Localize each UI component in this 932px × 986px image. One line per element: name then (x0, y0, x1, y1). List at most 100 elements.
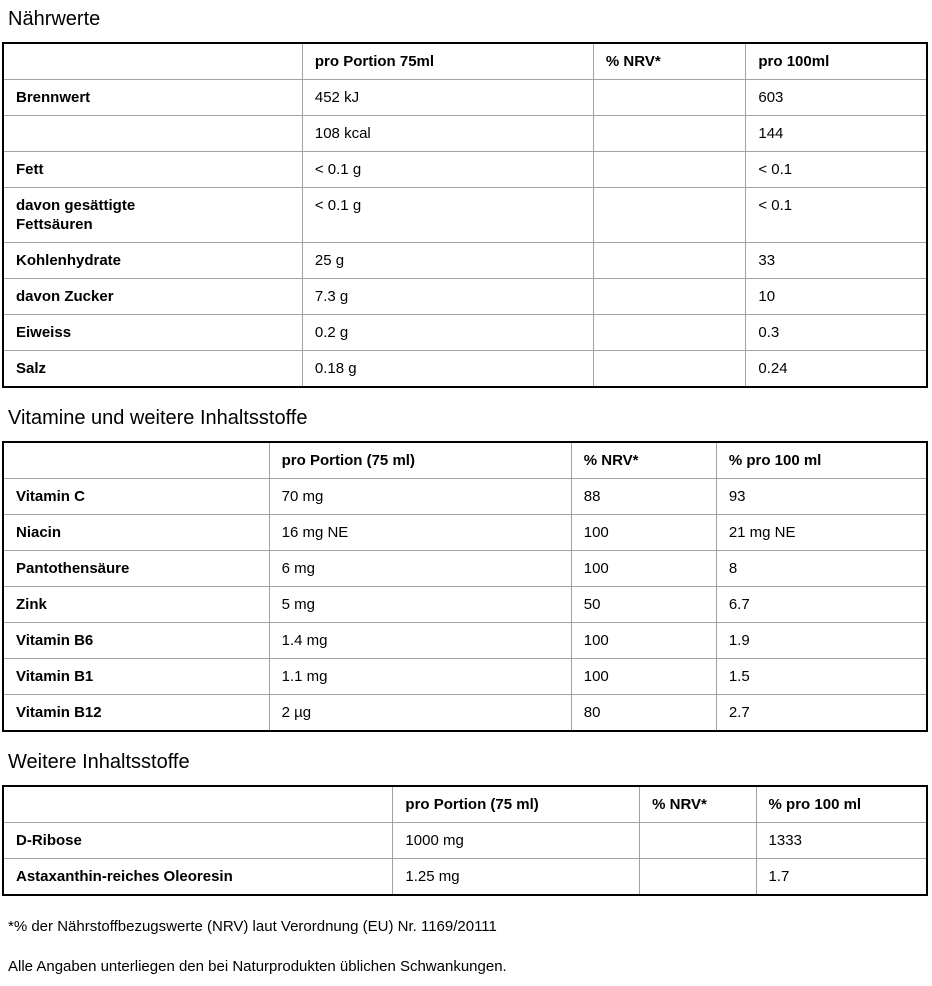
table-row: Kohlenhydrate 25 g 33 (2, 242, 928, 279)
column-header: pro Portion 75ml (301, 42, 594, 80)
section-title: Nährwerte (8, 8, 101, 30)
nutrient-label-cell: Vitamin B12 (2, 694, 270, 732)
table-row: 108 kcal 144 (2, 115, 928, 152)
column-header (2, 42, 303, 80)
value-cell: 16 mg NE (268, 514, 572, 551)
nutrient-label-cell: D-Ribose (2, 822, 394, 859)
nutrition-table: pro Portion (75 ml)% NRV*% pro 100 ml D-R… (2, 785, 928, 896)
column-header: pro Portion (75 ml) (392, 785, 641, 823)
nutrient-label-cell: Salz (2, 350, 303, 388)
value-cell (592, 278, 747, 315)
value-cell: 2 µg (268, 694, 572, 732)
table-row: Pantothensäure 6 mg 100 8 (2, 550, 928, 587)
value-cell (592, 314, 747, 351)
column-header: % pro 100 ml (755, 785, 928, 823)
value-cell: 1.5 (715, 658, 928, 695)
value-cell: 33 (745, 242, 928, 279)
table-row: Zink 5 mg 50 6.7 (2, 586, 928, 623)
nutrient-label-cell: Vitamin B1 (2, 658, 270, 695)
table-row: Vitamin B1 1.1 mg 100 1.5 (2, 658, 928, 695)
value-cell: 144 (745, 115, 928, 152)
value-cell (592, 350, 747, 388)
column-header: % pro 100 ml (715, 441, 928, 479)
value-cell: 100 (570, 622, 717, 659)
table-row: Niacin 16 mg NE 100 21 mg NE (2, 514, 928, 551)
value-cell: 1.9 (715, 622, 928, 659)
nutrient-label-cell (2, 115, 303, 152)
nutrient-label-cell: Brennwert (2, 79, 303, 116)
value-cell: 0.24 (745, 350, 928, 388)
nutrition-sections: Nährwerte pro Portion 75ml% NRV* pro 100ml… (2, 8, 930, 896)
table-row: davon gesättigte Fettsäuren < 0.1 g < 0.1 (2, 187, 928, 243)
column-header: % NRV* (639, 785, 757, 823)
value-cell: 2.7 (715, 694, 928, 732)
value-cell: 50 (570, 586, 717, 623)
nutrient-label-cell: Fett (2, 151, 303, 188)
value-cell: 93 (715, 478, 928, 515)
header-row: pro Portion (75 ml)% NRV*% pro 100 ml (2, 441, 928, 479)
value-cell: 452 kJ (301, 79, 594, 116)
nutrient-label-cell: davon Zucker (2, 278, 303, 315)
value-cell: 6 mg (268, 550, 572, 587)
value-cell: 1.7 (755, 858, 928, 896)
value-cell (592, 79, 747, 116)
nutrient-label-cell: davon gesättigte Fettsäuren (2, 187, 303, 243)
value-cell (592, 115, 747, 152)
column-header: pro 100ml (745, 42, 928, 80)
column-header: % NRV* (570, 441, 717, 479)
value-cell (639, 822, 757, 859)
nutrient-label-cell: Vitamin B6 (2, 622, 270, 659)
nutrient-label-cell: Zink (2, 586, 270, 623)
column-header (2, 785, 394, 823)
value-cell: 7.3 g (301, 278, 594, 315)
table-row: Vitamin B12 2 µg 80 2.7 (2, 694, 928, 732)
table-row: Vitamin C 70 mg 88 93 (2, 478, 928, 515)
column-header: % NRV* (592, 42, 747, 80)
nutrition-table: pro Portion (75 ml)% NRV*% pro 100 ml Vit… (2, 441, 928, 732)
value-cell: 0.18 g (301, 350, 594, 388)
value-cell: 10 (745, 278, 928, 315)
value-cell: < 0.1 (745, 187, 928, 243)
value-cell: 6.7 (715, 586, 928, 623)
table-row: Brennwert 452 kJ 603 (2, 79, 928, 116)
header-row: pro Portion (75 ml)% NRV*% pro 100 ml (2, 785, 928, 823)
table-row: D-Ribose 1000 mg 1333 (2, 822, 928, 859)
value-cell: 88 (570, 478, 717, 515)
value-cell: 1333 (755, 822, 928, 859)
nutrient-label-cell: Kohlenhydrate (2, 242, 303, 279)
value-cell: 1.25 mg (392, 858, 641, 896)
value-cell: 100 (570, 550, 717, 587)
value-cell: 1000 mg (392, 822, 641, 859)
value-cell: 0.3 (745, 314, 928, 351)
table-row: Astaxanthin-reiches Oleoresin 1.25 mg 1.7 (2, 858, 928, 896)
value-cell: 25 g (301, 242, 594, 279)
column-header: pro Portion (75 ml) (268, 441, 572, 479)
value-cell (592, 242, 747, 279)
nutrient-label-cell: Astaxanthin-reiches Oleoresin (2, 858, 394, 896)
nrv-footnote: *% der Nährstoffbezugswerte (NRV) laut V… (8, 918, 497, 935)
table-row: Salz 0.18 g 0.24 (2, 350, 928, 388)
value-cell: 100 (570, 658, 717, 695)
nutrient-label-cell: Niacin (2, 514, 270, 551)
value-cell: 8 (715, 550, 928, 587)
header-row: pro Portion 75ml% NRV* pro 100ml (2, 42, 928, 80)
value-cell (592, 187, 747, 243)
disclaimer-footnote: Alle Angaben unterliegen den bei Naturpr… (8, 958, 507, 975)
value-cell: < 0.1 g (301, 151, 594, 188)
section-title: Vitamine und weitere Inhaltsstoffe (8, 407, 308, 429)
value-cell (639, 858, 757, 896)
value-cell: 1.1 mg (268, 658, 572, 695)
column-header (2, 441, 270, 479)
value-cell: < 0.1 (745, 151, 928, 188)
value-cell: 1.4 mg (268, 622, 572, 659)
value-cell: 80 (570, 694, 717, 732)
value-cell: 603 (745, 79, 928, 116)
section-title: Weitere Inhaltsstoffe (8, 751, 190, 773)
nutrient-label-cell: Vitamin C (2, 478, 270, 515)
value-cell: 21 mg NE (715, 514, 928, 551)
nutrient-label-cell: Pantothensäure (2, 550, 270, 587)
value-cell: 5 mg (268, 586, 572, 623)
value-cell: 100 (570, 514, 717, 551)
table-row: Fett < 0.1 g < 0.1 (2, 151, 928, 188)
